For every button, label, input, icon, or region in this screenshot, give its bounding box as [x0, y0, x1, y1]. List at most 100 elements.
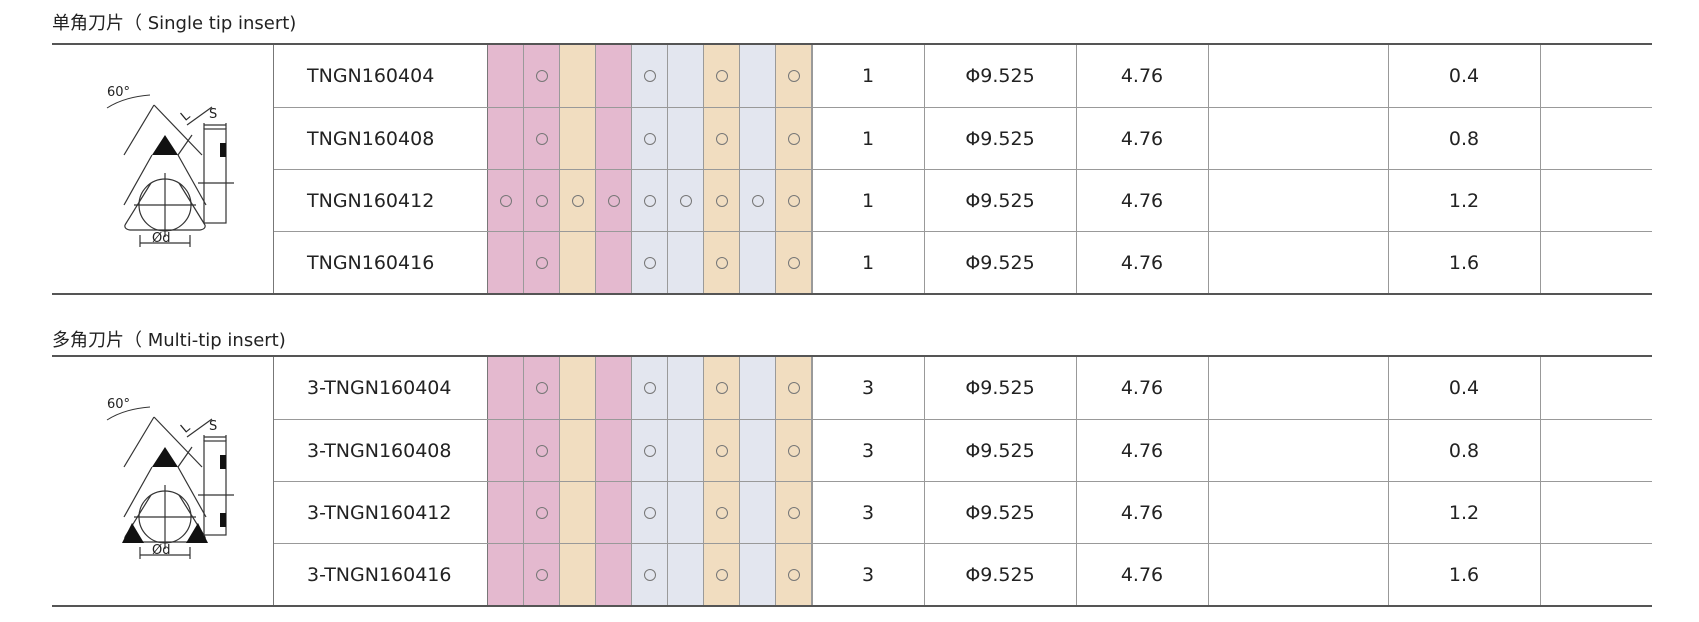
grade-cell [596, 420, 632, 481]
grade-cell [596, 45, 632, 107]
grade-cell [560, 45, 596, 107]
column-divider [1076, 45, 1077, 107]
grade-cell [776, 232, 812, 293]
grade-cell [668, 170, 704, 231]
insert-diagram-single-tip: 60° L S Ød [52, 45, 274, 293]
availability-circle-icon [715, 568, 728, 581]
column-divider [924, 45, 925, 107]
availability-circle-icon [715, 194, 728, 207]
thickness-label: S [209, 107, 218, 122]
availability-circle-icon [715, 506, 728, 519]
insert-table-multi-tip: 60° L S Ød 3-TNGN160404 3 Φ9.525 4.76 0.4 3-T… [52, 355, 1652, 607]
column-divider [1540, 357, 1541, 419]
availability-circle-icon [643, 568, 656, 581]
edges-cell: 3 [861, 439, 875, 462]
grade-cell [596, 544, 632, 605]
column-divider [1388, 45, 1389, 107]
table-row: 3-TNGN160408 3 Φ9.525 4.76 0.8 [274, 419, 1652, 481]
grade-cell [560, 232, 596, 293]
availability-circle-icon [643, 444, 656, 457]
section-title-multi-tip: 多角刀片（ Multi-tip insert) [52, 330, 286, 351]
availability-circle-icon [499, 194, 512, 207]
availability-circle-icon [535, 70, 548, 82]
column-divider [812, 232, 813, 293]
edges-cell: 3 [861, 563, 875, 586]
column-divider [812, 357, 813, 419]
column-divider [1388, 357, 1389, 419]
availability-circle-icon [787, 568, 800, 581]
grade-cell [704, 420, 740, 481]
column-divider [924, 232, 925, 293]
column-divider [1388, 420, 1389, 481]
column-divider [924, 420, 925, 481]
column-divider [1076, 482, 1077, 543]
table-row: 3-TNGN160412 3 Φ9.525 4.76 1.2 [274, 481, 1652, 543]
availability-circle-icon [643, 194, 656, 207]
corner-radius-cell: 1.6 [1448, 251, 1480, 274]
grade-cell [632, 482, 668, 543]
grade-cell [776, 482, 812, 543]
column-divider [1076, 420, 1077, 481]
grade-cell [704, 544, 740, 605]
availability-circle-icon [787, 70, 800, 82]
grade-cell [668, 420, 704, 481]
availability-circle-icon [787, 132, 800, 145]
column-divider [1388, 170, 1389, 231]
column-divider [1076, 544, 1077, 605]
availability-circle-icon [535, 194, 548, 207]
availability-circle-icon [535, 568, 548, 581]
column-divider [924, 170, 925, 231]
corner-radius-cell: 0.8 [1448, 439, 1480, 462]
availability-circle-icon [607, 194, 620, 207]
grade-cell [632, 232, 668, 293]
column-divider [1076, 232, 1077, 293]
inscribed-diameter-cell: Φ9.525 [965, 189, 1035, 212]
grade-cell [740, 544, 776, 605]
grade-cell [596, 170, 632, 231]
grade-cell [632, 170, 668, 231]
grade-cell [704, 232, 740, 293]
table-row: TNGN160408 1 Φ9.525 4.76 0.8 [274, 107, 1652, 169]
column-divider [1388, 232, 1389, 293]
grade-cell [524, 357, 560, 419]
grade-cell [668, 108, 704, 169]
grade-cell [740, 482, 776, 543]
availability-circle-icon [787, 444, 800, 457]
grade-cell [488, 482, 524, 543]
column-divider [812, 170, 813, 231]
column-divider [1208, 420, 1209, 481]
edges-cell: 3 [861, 377, 875, 399]
edges-cell: 3 [861, 501, 875, 524]
thickness-cell: 4.76 [1120, 127, 1164, 150]
grade-cell [488, 108, 524, 169]
grade-cell [776, 544, 812, 605]
edges-cell: 1 [861, 127, 875, 150]
column-divider [1208, 482, 1209, 543]
grade-cell [560, 357, 596, 419]
inscribed-diameter-cell: Φ9.525 [965, 127, 1035, 150]
column-divider [1540, 170, 1541, 231]
table-row: TNGN160416 1 Φ9.525 4.76 1.6 [274, 231, 1652, 293]
grade-cell [704, 170, 740, 231]
availability-circle-icon [535, 444, 548, 457]
thickness-cell: 4.76 [1120, 563, 1164, 586]
availability-circle-icon [751, 194, 764, 207]
grade-cell [740, 108, 776, 169]
grade-cell [632, 45, 668, 107]
column-divider [1208, 108, 1209, 169]
grade-cell [704, 482, 740, 543]
thickness-label: S [209, 419, 218, 434]
grade-cell [524, 108, 560, 169]
grade-cell [740, 45, 776, 107]
insert-diagram-multi-tip: 60° L S Ød [52, 357, 274, 605]
thickness-cell: 4.76 [1120, 251, 1164, 274]
grade-cell [524, 170, 560, 231]
availability-circle-icon [715, 132, 728, 145]
table-row: TNGN160412 1 Φ9.525 4.76 1.2 [274, 169, 1652, 231]
column-divider [1388, 544, 1389, 605]
column-divider [1076, 170, 1077, 231]
availability-circle-icon [571, 194, 584, 207]
column-divider [1540, 108, 1541, 169]
insert-code-cell: 3-TNGN160404 [274, 357, 488, 419]
thickness-cell: 4.76 [1120, 189, 1164, 212]
